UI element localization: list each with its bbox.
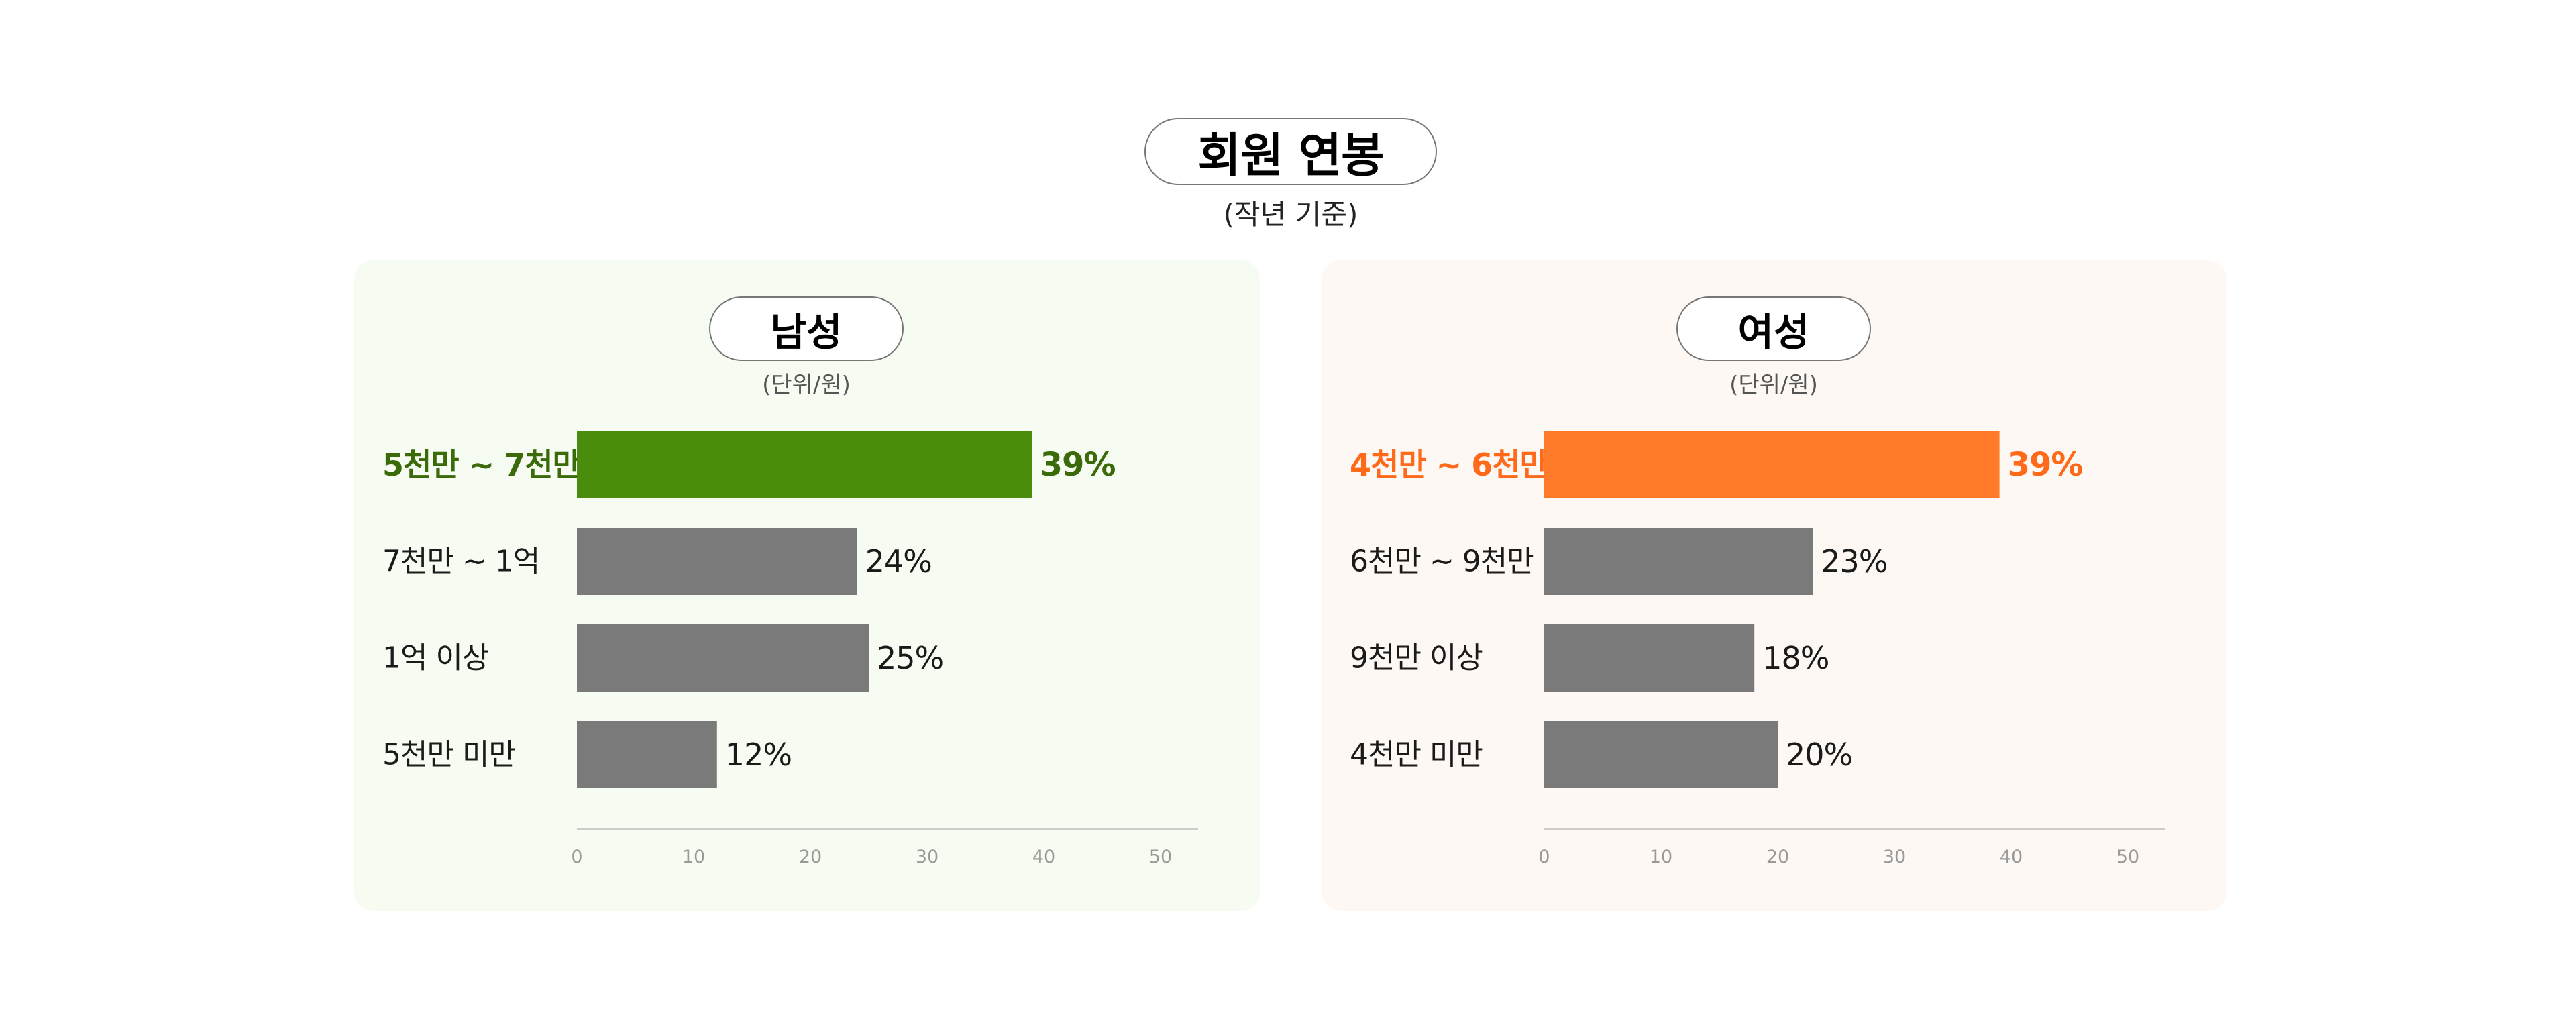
male-bar bbox=[577, 431, 1032, 498]
female-panel-title-pill: 여성 bbox=[1676, 296, 1871, 361]
male-value-label: 39% bbox=[1040, 446, 1116, 484]
female-value-label: 23% bbox=[1821, 543, 1887, 580]
male-panel-title-pill: 남성 bbox=[709, 296, 904, 361]
female-x-tick-label: 10 bbox=[1650, 847, 1672, 867]
male-bar bbox=[577, 624, 869, 692]
female-panel-title: 여성 bbox=[1737, 309, 1810, 355]
male-bar bbox=[577, 528, 857, 595]
male-x-tick-label: 10 bbox=[682, 847, 705, 867]
female-category-label: 4천만 미만 bbox=[1350, 738, 1483, 772]
male-x-tick-label: 50 bbox=[1149, 847, 1172, 867]
male-x-tick-label: 20 bbox=[799, 847, 822, 867]
female-x-tick-label: 50 bbox=[2116, 847, 2139, 867]
male-chart-panel: 남성 (단위/원) 0 10 20 30 40 50 5천만 ~ 7천만 39% 7천만 ~ 1… bbox=[354, 260, 1260, 911]
female-bar bbox=[1544, 624, 1755, 692]
female-x-tick-label: 30 bbox=[1883, 847, 1906, 867]
male-unit-label: (단위/원) bbox=[762, 372, 851, 398]
male-category-label: 5천만 미만 bbox=[382, 738, 515, 772]
main-title-pill: 회원 연봉 bbox=[1144, 118, 1437, 185]
female-bar bbox=[1544, 431, 2000, 498]
male-x-tick-label: 0 bbox=[571, 847, 582, 867]
female-bar bbox=[1544, 721, 1778, 788]
male-bar-chart: 0 10 20 30 40 50 5천만 ~ 7천만 39% 7천만 ~ 1억 24% 1억 이상 2… bbox=[382, 431, 1198, 867]
female-x-tick-label: 0 bbox=[1538, 847, 1550, 867]
male-panel-title: 남성 bbox=[770, 309, 843, 355]
female-value-label: 18% bbox=[1762, 640, 1829, 676]
male-bar bbox=[577, 721, 717, 788]
female-bar bbox=[1544, 528, 1813, 595]
female-x-tick-label: 20 bbox=[1766, 847, 1789, 867]
male-category-label: 1억 이상 bbox=[382, 641, 488, 675]
female-value-label: 39% bbox=[2008, 446, 2083, 484]
male-value-label: 12% bbox=[725, 737, 792, 773]
male-category-label: 5천만 ~ 7천만 bbox=[382, 447, 581, 483]
main-title: 회원 연봉 bbox=[1197, 127, 1385, 183]
female-category-label: 6천만 ~ 9천만 bbox=[1350, 545, 1534, 579]
male-x-tick-label: 40 bbox=[1032, 847, 1055, 867]
female-unit-label: (단위/원) bbox=[1729, 372, 1818, 398]
male-value-label: 25% bbox=[877, 640, 943, 676]
female-category-label: 9천만 이상 bbox=[1350, 641, 1483, 675]
male-x-tick-label: 30 bbox=[916, 847, 938, 867]
male-category-label: 7천만 ~ 1억 bbox=[382, 545, 539, 579]
female-value-label: 20% bbox=[1786, 737, 1852, 773]
female-category-label: 4천만 ~ 6천만 bbox=[1350, 447, 1548, 483]
female-chart-panel: 여성 (단위/원) 0 10 20 30 40 50 4천만 ~ 6천만 39% 6천만 ~ 9… bbox=[1322, 260, 2227, 911]
main-subtitle: (작년 기준) bbox=[1223, 198, 1358, 231]
male-value-label: 24% bbox=[865, 543, 932, 580]
female-bar-chart: 0 10 20 30 40 50 4천만 ~ 6천만 39% 6천만 ~ 9천만 23% 9천만 이… bbox=[1350, 431, 2165, 867]
female-x-tick-label: 40 bbox=[2000, 847, 2023, 867]
